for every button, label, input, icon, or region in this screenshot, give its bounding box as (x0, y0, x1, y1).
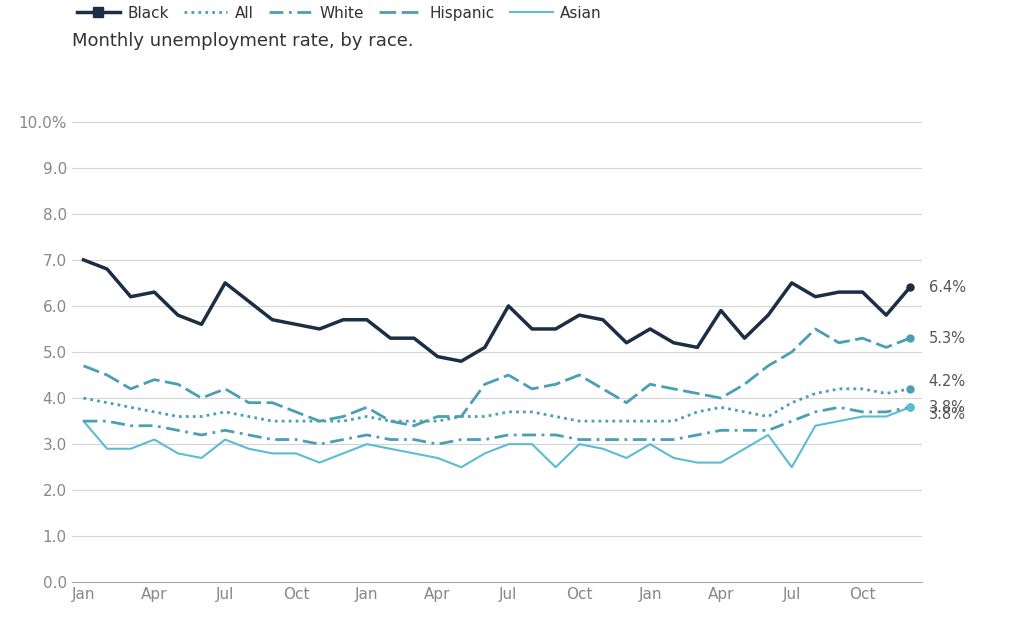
Text: 4.2%: 4.2% (929, 374, 966, 390)
Text: 3.8%: 3.8% (929, 400, 966, 415)
Text: 6.4%: 6.4% (929, 280, 966, 295)
Text: 5.3%: 5.3% (929, 331, 966, 346)
Legend: Black, All, White, Hispanic, Asian: Black, All, White, Hispanic, Asian (71, 0, 608, 28)
Text: Monthly unemployment rate, by race.: Monthly unemployment rate, by race. (72, 32, 414, 50)
Text: 3.8%: 3.8% (929, 406, 966, 422)
